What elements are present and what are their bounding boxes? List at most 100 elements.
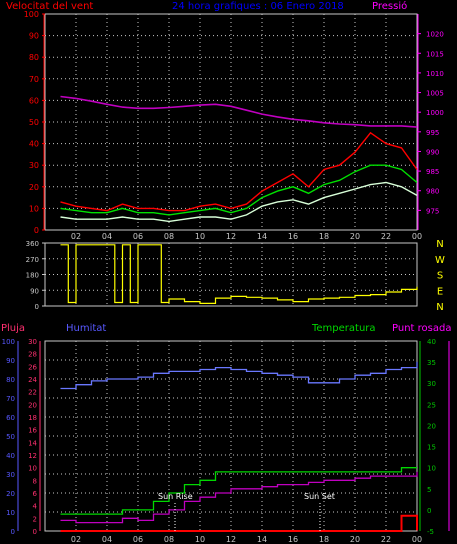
compass-label: S <box>437 271 443 282</box>
humidity-tick-label: 10 <box>6 509 15 517</box>
sunset-label: Sun Set <box>304 492 335 501</box>
humidity-tick-label: 100 <box>2 338 15 346</box>
grid-lines <box>17 13 450 531</box>
sunrise-label: Sun Rise <box>158 492 193 501</box>
pressure-axis-title: Pressió <box>372 0 407 12</box>
hour-tick-label: 04 <box>102 232 112 241</box>
temperature-tick-label: 10 <box>427 465 436 473</box>
series-gust <box>60 131 418 212</box>
direction-tick-label: 360 <box>26 240 39 248</box>
rain-tick-label: 18 <box>28 414 37 422</box>
pressure-tick-label: 1020 <box>426 31 444 39</box>
rain-tick-label: 20 <box>28 401 37 409</box>
hour-tick-label: 12 <box>226 232 236 241</box>
wind-axis-title: Velocitat del vent <box>6 1 93 12</box>
rain-tick-label: 30 <box>28 338 37 346</box>
compass-label: N <box>436 239 443 250</box>
temperature-axis-title: Temperatura <box>311 323 376 334</box>
hour-tick-label: 02 <box>71 232 81 241</box>
hour-tick-label: 14 <box>257 535 267 544</box>
wind-tick-label: 20 <box>29 183 39 192</box>
pressure-tick-label: 1000 <box>426 109 444 117</box>
series-lines <box>60 95 418 532</box>
wind-tick-label: 0 <box>34 226 39 235</box>
hour-tick-label: 22 <box>381 535 391 544</box>
humidity-tick-label: 60 <box>6 414 15 422</box>
humidity-tick-label: 0 <box>11 528 15 536</box>
hour-tick-label: 00 <box>412 535 422 544</box>
rain-tick-label: 24 <box>28 376 37 384</box>
hour-tick-label: 22 <box>381 232 391 241</box>
humidity-tick-label: 70 <box>6 395 15 403</box>
wind-tick-label: 30 <box>29 161 39 170</box>
wind-tick-label: 90 <box>29 32 39 41</box>
wind-tick-label: 40 <box>29 140 39 149</box>
humidity-tick-label: 50 <box>6 433 15 441</box>
hour-tick-label: 10 <box>195 535 205 544</box>
hour-tick-label: 04 <box>102 535 112 544</box>
direction-tick-label: 180 <box>26 272 39 280</box>
hour-tick-label: 14 <box>257 232 267 241</box>
wind-tick-label: 50 <box>29 118 39 127</box>
hour-tick-label: 12 <box>226 535 236 544</box>
humidity-tick-label: 30 <box>6 471 15 479</box>
humidity-tick-label: 20 <box>6 490 15 498</box>
hour-tick-label: 20 <box>350 232 360 241</box>
chart-title: 24 hora grafiques : 06 Enero 2018 <box>172 1 344 12</box>
temperature-tick-label: 40 <box>427 338 436 346</box>
humidity-axis-title: Humitat <box>66 323 106 334</box>
pressure-tick-label: 995 <box>426 129 439 137</box>
wind-tick-label: 80 <box>29 53 39 62</box>
hour-tick-label: 20 <box>350 535 360 544</box>
pressure-tick-label: 1010 <box>426 70 444 78</box>
hour-tick-label: 02 <box>71 535 81 544</box>
rain-tick-label: 4 <box>33 503 38 511</box>
rain-tick-label: 2 <box>33 515 37 523</box>
temperature-tick-label: 5 <box>427 486 431 494</box>
pressure-tick-label: 1005 <box>426 90 444 98</box>
series-average <box>60 164 418 216</box>
rain-tick-label: 28 <box>28 351 37 359</box>
compass-label: W <box>435 255 445 266</box>
pressure-tick-label: 1015 <box>426 50 444 58</box>
tick-labels: 0102030405060708090100975980985990995100… <box>2 10 445 544</box>
hour-tick-label: 00 <box>412 232 422 241</box>
compass-label: N <box>436 302 443 313</box>
rain-tick-label: 26 <box>28 363 37 371</box>
rain-tick-label: 10 <box>28 465 37 473</box>
rain-tick-label: 12 <box>28 452 37 460</box>
hour-tick-label: 16 <box>288 535 298 544</box>
wind-tick-label: 10 <box>29 204 39 213</box>
hour-tick-label: 08 <box>164 535 174 544</box>
compass-label: E <box>437 286 443 297</box>
hour-tick-label: 18 <box>319 535 329 544</box>
temperature-tick-label: 0 <box>427 507 431 515</box>
temperature-tick-label: 15 <box>427 444 436 452</box>
hour-tick-label: 10 <box>195 232 205 241</box>
temperature-tick-label: 30 <box>427 380 436 388</box>
hour-tick-label: 06 <box>133 535 143 544</box>
rain-tick-label: 0 <box>33 528 37 536</box>
humidity-tick-label: 90 <box>6 357 15 365</box>
series-rain <box>60 514 418 532</box>
series-speed <box>60 181 418 223</box>
direction-tick-label: 0 <box>35 303 39 311</box>
temperature-tick-label: 20 <box>427 422 436 430</box>
direction-tick-label: 90 <box>30 287 39 295</box>
wind-tick-label: 60 <box>29 96 39 105</box>
rain-tick-label: 14 <box>28 439 37 447</box>
rain-tick-label: 22 <box>28 389 37 397</box>
series-temperature <box>60 467 417 515</box>
hour-tick-label: 16 <box>288 232 298 241</box>
series-pressure <box>60 95 418 128</box>
temperature-tick-label: 25 <box>427 401 436 409</box>
wind-tick-label: 70 <box>29 75 39 84</box>
hour-tick-label: 06 <box>133 232 143 241</box>
humidity-tick-label: 80 <box>6 376 15 384</box>
series-humidity <box>60 361 418 390</box>
pressure-tick-label: 975 <box>426 207 439 215</box>
pressure-tick-label: 985 <box>426 168 439 176</box>
humidity-tick-label: 40 <box>6 452 15 460</box>
wind-tick-label: 100 <box>24 10 39 19</box>
